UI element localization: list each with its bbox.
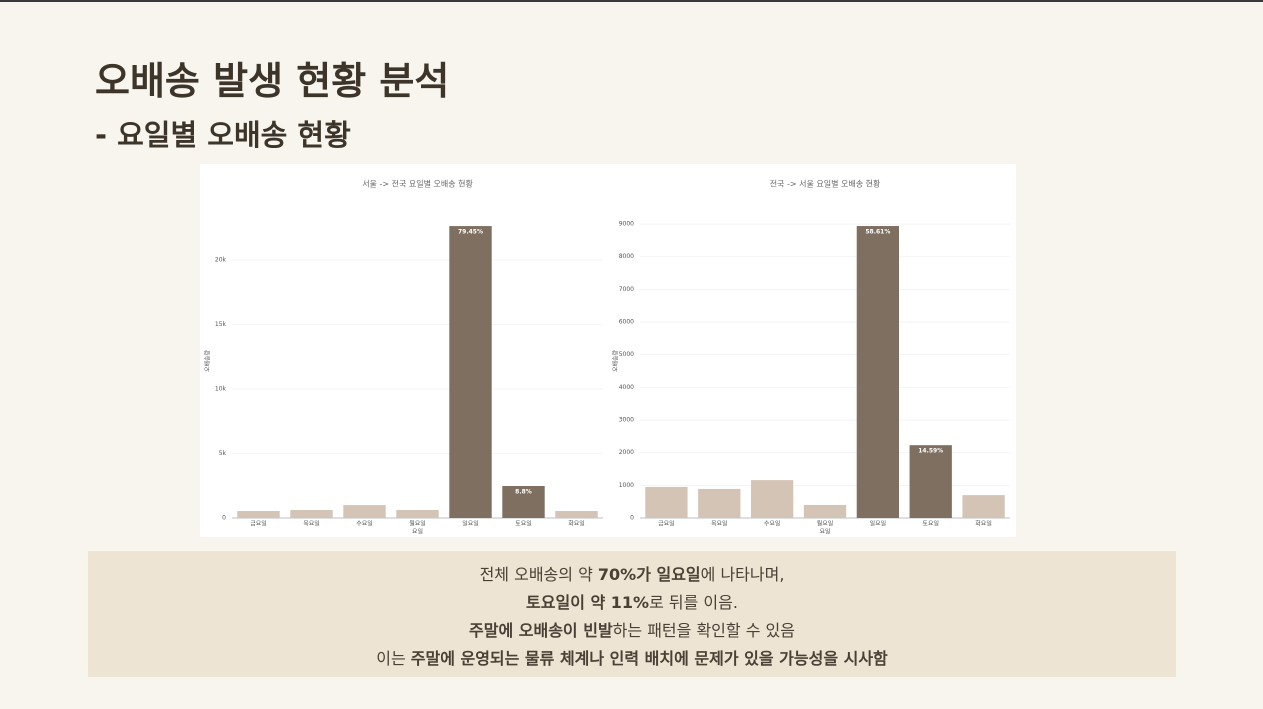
x-tick-label: 일요일 (462, 520, 479, 528)
summary-text: 하는 패턴을 확인할 수 있음 (612, 621, 795, 640)
summary-line: 토요일이 약 11%로 뒤를 이음. (88, 589, 1176, 617)
chart-title: 전국 -> 서울 요일별 오배송 현황 (770, 179, 881, 189)
x-tick-label: 월요일 (409, 520, 426, 528)
bar (396, 510, 439, 518)
summary-text: 주말에 오배송이 빈발 (469, 621, 613, 640)
summary-text: 로 뒤를 이음. (649, 593, 738, 612)
y-tick-label: 8000 (619, 253, 634, 260)
bar (698, 488, 741, 518)
y-axis-label: 오배송량 (612, 349, 620, 372)
summary-text: 주말에 운영되는 물류 체계나 인력 배치에 문제가 있을 가능성을 시사함 (410, 649, 888, 668)
chart-title: 서울 -> 전국 요일별 오배송 현황 (362, 179, 473, 189)
x-tick-label: 금요일 (250, 520, 267, 528)
bar-label: 8.8% (515, 489, 532, 496)
x-axis-label: 요일 (819, 528, 830, 536)
charts: 서울 -> 전국 요일별 오배송 현황 0 5k 10k 15k 20k 금요일 목요일 수요일… (200, 164, 1016, 537)
bar (343, 505, 386, 518)
bar (290, 510, 333, 518)
y-tick-label: 4000 (619, 384, 634, 391)
y-tick-label: 15k (215, 321, 227, 328)
summary-text: 에 나타나며, (700, 565, 785, 584)
bar (237, 511, 280, 518)
bar (555, 511, 598, 518)
summary-text: 이는 (376, 649, 411, 668)
summary-line: 전체 오배송의 약 70%가 일요일에 나타나며, (88, 561, 1176, 589)
bar (502, 486, 545, 518)
y-tick-label: 10k (215, 385, 227, 392)
bar (962, 495, 1005, 518)
bar (909, 445, 952, 518)
bar-label: 79.45% (458, 229, 483, 236)
x-tick-label: 금요일 (658, 520, 675, 528)
summary-line: 주말에 오배송이 빈발하는 패턴을 확인할 수 있음 (88, 617, 1176, 645)
x-tick-label: 토요일 (515, 520, 532, 528)
y-tick-label: 7000 (619, 286, 634, 293)
x-tick-label: 화요일 (568, 520, 585, 528)
x-tick-label: 토요일 (922, 520, 939, 528)
summary-text: 70%가 일요일 (597, 565, 701, 584)
y-tick-label: 0 (222, 515, 226, 522)
x-tick-label: 수요일 (356, 520, 373, 528)
summary-text: 토요일이 약 11% (526, 593, 650, 612)
y-tick-label: 0 (630, 515, 634, 522)
y-tick-label: 5k (219, 450, 227, 457)
x-axis-label: 요일 (412, 528, 423, 536)
bar (856, 226, 899, 518)
y-tick-label: 6000 (619, 319, 634, 326)
x-tick-label: 일요일 (870, 520, 887, 528)
y-tick-label: 9000 (619, 221, 634, 228)
summary-box: 전체 오배송의 약 70%가 일요일에 나타나며, 토요일이 약 11%로 뒤를 … (88, 551, 1176, 677)
x-tick-label: 화요일 (975, 520, 992, 528)
y-axis-label: 오배송량 (204, 349, 212, 372)
x-tick-label: 월요일 (817, 520, 834, 528)
x-tick-label: 목요일 (303, 520, 320, 528)
bar (751, 480, 794, 518)
slide-subtitle: - 요일별 오배송 현황 (95, 118, 351, 152)
y-tick-label: 2000 (619, 449, 634, 456)
y-tick-label: 3000 (619, 417, 634, 424)
bar (449, 226, 492, 518)
y-tick-label: 1000 (619, 482, 634, 489)
x-tick-label: 목요일 (711, 520, 728, 528)
y-tick-label: 20k (215, 256, 227, 263)
bar (803, 504, 847, 518)
bar-label: 14.59% (918, 448, 943, 455)
bar (645, 486, 688, 518)
bar-label: 58.61% (865, 229, 890, 236)
slide-title: 오배송 발생 현황 분석 (95, 59, 450, 103)
summary-line: 이는 주말에 운영되는 물류 체계나 인력 배치에 문제가 있을 가능성을 시사… (88, 645, 1176, 673)
y-tick-label: 5000 (619, 351, 634, 358)
x-tick-label: 수요일 (764, 520, 781, 528)
summary-text: 전체 오배송의 약 (479, 565, 598, 584)
